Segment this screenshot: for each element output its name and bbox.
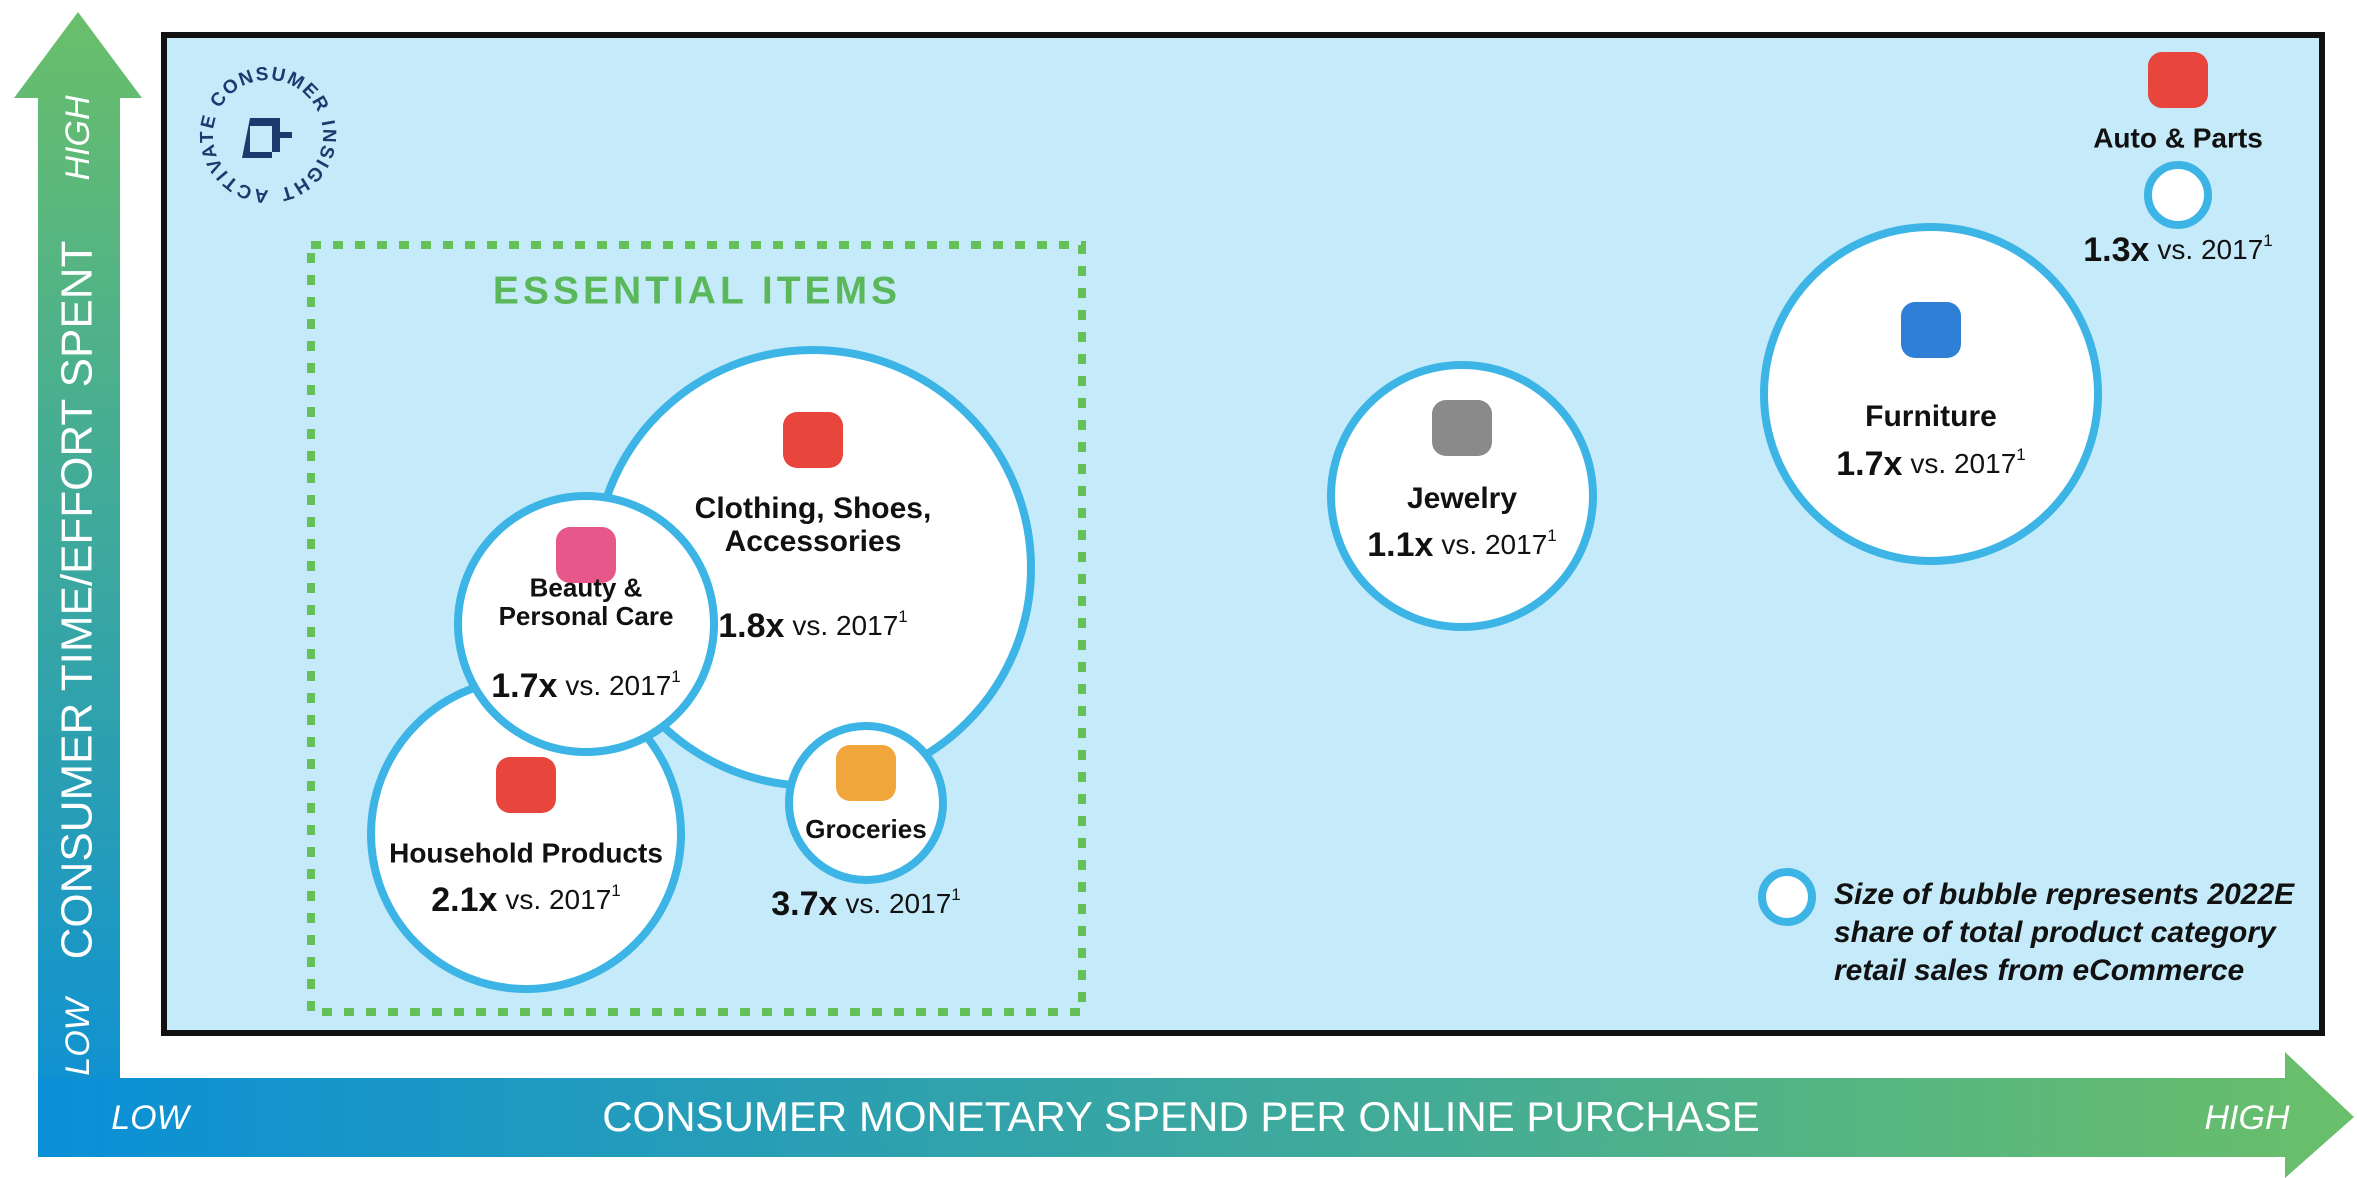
growth-comparison: vs. 2017 [2157, 234, 2263, 265]
growth-footnote: 1 [671, 667, 680, 686]
growth-footnote: 1 [2263, 231, 2272, 250]
growth-comparison: vs. 2017 [845, 888, 951, 919]
x-axis-low: LOW [111, 1099, 191, 1137]
bubble-icon [1901, 302, 1961, 358]
legend-circle [1762, 872, 1812, 922]
y-axis-title: CONSUMER TIME/EFFORT SPENT [53, 241, 102, 960]
growth-multiplier: 3.7x [771, 885, 837, 923]
infographic: CONSUMER TIME/EFFORT SPENT HIGH LOW CONS… [0, 0, 2357, 1178]
bubble-growth-line: 2.1x vs. 20171 [431, 881, 621, 919]
bubble-growth-line: 1.8x vs. 20171 [718, 607, 908, 645]
growth-multiplier: 1.8x [718, 607, 784, 645]
y-axis-low: LOW [59, 995, 97, 1075]
growth-footnote: 1 [2016, 445, 2025, 464]
growth-multiplier: 1.7x [491, 667, 557, 705]
legend-text: share of total product category [1834, 916, 2277, 949]
legend-text: retail sales from eCommerce [1834, 954, 2244, 987]
bubble: Jewelry 1.1x vs. 20171 [1331, 365, 1593, 627]
growth-comparison: vs. 2017 [565, 670, 671, 701]
growth-footnote: 1 [898, 607, 907, 626]
bubble-label: Accessories [725, 525, 902, 558]
bubble-icon [783, 412, 843, 468]
legend-text: Size of bubble represents 2022E [1834, 878, 2295, 911]
bubble-icon [1432, 400, 1492, 456]
growth-multiplier: 1.1x [1367, 526, 1433, 564]
bubble-label: Jewelry [1407, 482, 1517, 515]
bubble-icon [836, 745, 896, 801]
bubble-label: Furniture [1865, 400, 1997, 433]
growth-comparison: vs. 2017 [505, 884, 611, 915]
growth-footnote: 1 [611, 881, 620, 900]
bubble-circle [2148, 165, 2208, 225]
growth-comparison: vs. 2017 [1441, 529, 1547, 560]
bubble-label: Household Products [389, 837, 663, 868]
bubble-label: Beauty & [530, 572, 643, 602]
bubble-icon [2148, 52, 2208, 108]
bubble-circle [1764, 227, 2098, 561]
bubble-icon [496, 757, 556, 813]
bubble-label: Clothing, Shoes, [695, 492, 932, 525]
bubble-growth-line: 1.3x vs. 20171 [2083, 231, 2273, 269]
growth-multiplier: 2.1x [431, 881, 497, 919]
x-axis-high: HIGH [2205, 1099, 2290, 1137]
bubble-growth-line: 3.7x vs. 20171 [771, 885, 961, 923]
group-title: ESSENTIAL ITEMS [493, 269, 901, 312]
bubble: Furniture 1.7x vs. 20171 [1764, 227, 2098, 561]
growth-multiplier: 1.3x [2083, 231, 2149, 269]
growth-footnote: 1 [951, 885, 960, 904]
bubble-growth-line: 1.7x vs. 20171 [491, 667, 681, 705]
growth-comparison: vs. 2017 [792, 610, 898, 641]
growth-comparison: vs. 2017 [1910, 448, 2016, 479]
bubble-label: Personal Care [499, 601, 674, 631]
x-axis-title: CONSUMER MONETARY SPEND PER ONLINE PURCH… [602, 1093, 1760, 1140]
bubble-growth-line: 1.7x vs. 20171 [1836, 445, 2026, 483]
bubble-label: Auto & Parts [2093, 122, 2263, 153]
bubble: Beauty &Personal Care 1.7x vs. 20171 [458, 496, 714, 752]
legend: Size of bubble represents 2022E share of … [1834, 878, 2295, 987]
bubble-label: Groceries [805, 814, 926, 844]
bubble-growth-line: 1.1x vs. 20171 [1367, 526, 1557, 564]
page: CONSUMER TIME/EFFORT SPENT HIGH LOW CONS… [0, 0, 2357, 1178]
y-axis-high: HIGH [59, 95, 97, 180]
growth-footnote: 1 [1547, 526, 1556, 545]
growth-multiplier: 1.7x [1836, 445, 1902, 483]
